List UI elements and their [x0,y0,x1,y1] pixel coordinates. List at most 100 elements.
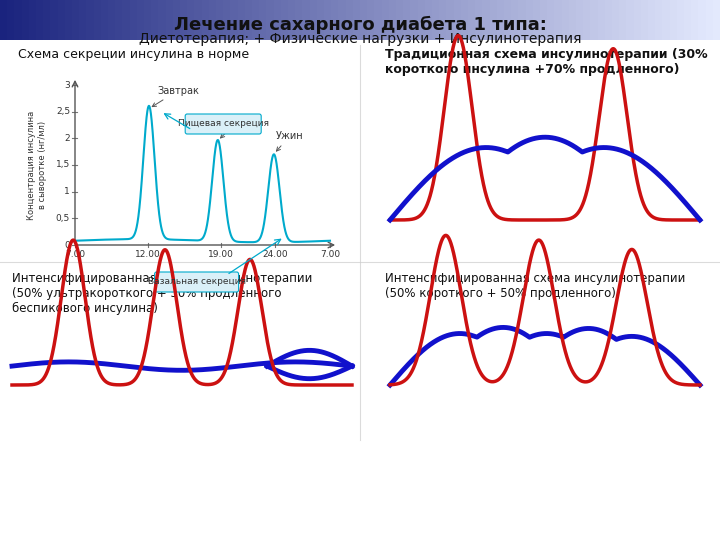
Bar [684,0,692,40]
Bar [410,0,418,40]
Bar [166,0,174,40]
Bar [122,0,130,40]
Text: Ужин: Ужин [276,131,304,151]
Bar [612,0,620,40]
Text: 1: 1 [64,187,70,196]
Bar [130,0,138,40]
Text: Базальная секреция: Базальная секреция [148,278,246,287]
Bar [641,0,649,40]
FancyBboxPatch shape [155,272,238,292]
Text: Лечение сахарного диабета 1 типа:: Лечение сахарного диабета 1 типа: [174,16,546,34]
Bar [281,0,289,40]
Bar [461,0,469,40]
Bar [677,0,685,40]
Bar [634,0,642,40]
Bar [302,0,310,40]
Bar [324,0,332,40]
Bar [346,0,354,40]
Bar [526,0,534,40]
Bar [662,0,670,40]
Text: Концентрация инсулина
в сыворотке (нг/мл): Концентрация инсулина в сыворотке (нг/мл… [27,110,47,220]
Bar [598,0,606,40]
FancyBboxPatch shape [185,114,261,134]
Bar [230,0,238,40]
Bar [72,0,80,40]
Bar [619,0,627,40]
Text: 7.00: 7.00 [320,250,340,259]
Bar [374,0,382,40]
Bar [490,0,498,40]
Bar [65,0,73,40]
Text: 0: 0 [64,240,70,249]
Bar [482,0,490,40]
Text: 1,5: 1,5 [55,160,70,170]
Bar [238,0,246,40]
Bar [86,0,94,40]
Text: 12.00: 12.00 [135,250,161,259]
Text: Традиционная схема инсулинотерапии (30%
короткого инсулина +70% продленного): Традиционная схема инсулинотерапии (30% … [385,48,708,76]
Bar [367,0,375,40]
Bar [706,0,714,40]
Bar [403,0,411,40]
Bar [396,0,404,40]
Bar [252,0,260,40]
Bar [425,0,433,40]
Text: Диетотерапия; + Физические нагрузки + Инсулинотерапия: Диетотерапия; + Физические нагрузки + Ин… [139,32,581,46]
Bar [137,0,145,40]
Bar [540,0,548,40]
Bar [310,0,318,40]
Bar [29,0,37,40]
Bar [79,0,87,40]
Bar [468,0,476,40]
Bar [317,0,325,40]
Bar [94,0,102,40]
Text: Пищевая секреция: Пищевая секреция [178,119,269,129]
Bar [504,0,512,40]
Bar [266,0,274,40]
Bar [187,0,195,40]
Text: 3: 3 [64,80,70,90]
Bar [533,0,541,40]
Bar [670,0,678,40]
Bar [389,0,397,40]
Text: 19.00: 19.00 [208,250,234,259]
Bar [446,0,454,40]
Bar [562,0,570,40]
Text: 7.00: 7.00 [65,250,85,259]
Bar [259,0,267,40]
Bar [353,0,361,40]
Bar [115,0,123,40]
Bar [648,0,656,40]
Bar [288,0,296,40]
Bar [338,0,346,40]
Bar [576,0,584,40]
Bar [590,0,598,40]
Bar [22,0,30,40]
Text: 2: 2 [64,134,70,143]
Bar [432,0,440,40]
Bar [144,0,152,40]
Bar [58,0,66,40]
Bar [151,0,159,40]
Bar [209,0,217,40]
Bar [583,0,591,40]
Bar [698,0,706,40]
Text: Схема секреции инсулина в норме: Схема секреции инсулина в норме [18,48,249,61]
Bar [691,0,699,40]
Bar [43,0,51,40]
Bar [7,0,15,40]
Bar [475,0,483,40]
Bar [223,0,231,40]
Bar [216,0,224,40]
Bar [547,0,555,40]
Bar [569,0,577,40]
Bar [497,0,505,40]
Bar [418,0,426,40]
Bar [274,0,282,40]
Bar [382,0,390,40]
Bar [626,0,634,40]
Text: Интенсифицированная схема инсулинотерапии
(50% короткого + 50% продленного): Интенсифицированная схема инсулинотерапи… [385,272,685,300]
Bar [36,0,44,40]
Bar [360,0,368,40]
Text: 2,5: 2,5 [56,107,70,116]
